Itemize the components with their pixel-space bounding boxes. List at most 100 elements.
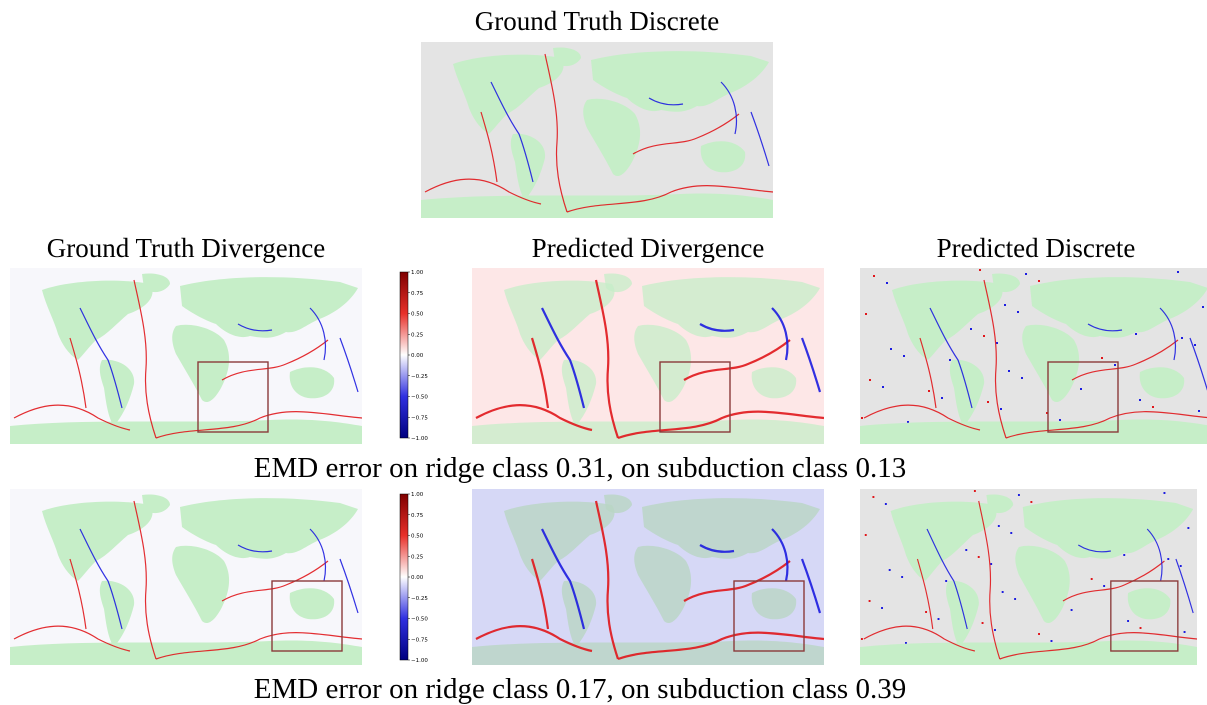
- noise-speckle: [997, 525, 1000, 527]
- subduction-boundary: [237, 323, 273, 332]
- caption-row1: EMD error on ridge class 0.31, on subduc…: [253, 452, 907, 484]
- noise-speckle: [868, 600, 871, 602]
- subduction-boundary: [237, 544, 273, 553]
- noise-speckle: [941, 397, 943, 399]
- highlight-box: [1047, 361, 1119, 433]
- ridge-boundary: [424, 178, 542, 205]
- continent-eurasia: [591, 51, 769, 112]
- subduction-boundary: [79, 528, 123, 630]
- noise-speckle: [1202, 306, 1204, 308]
- noise-speckle: [945, 580, 948, 582]
- noise-speckle: [925, 611, 928, 613]
- subduction-boundary: [339, 337, 359, 393]
- colorbar-tick-label: 0.00: [411, 353, 424, 359]
- colorbar-gradient: [399, 493, 409, 661]
- colorbar-tick-label: 0.50: [411, 312, 424, 318]
- continent-australia: [751, 588, 797, 620]
- highlight-box: [659, 361, 731, 433]
- noise-speckle: [864, 534, 867, 536]
- noise-speckle: [1021, 377, 1023, 379]
- noise-speckle: [1090, 578, 1093, 580]
- map-pred-divergence-row2: [472, 489, 824, 665]
- noise-speckle: [1038, 633, 1040, 635]
- continent-samerica: [949, 359, 985, 426]
- noise-speckle: [1187, 527, 1190, 529]
- noise-speckle: [1001, 591, 1004, 593]
- colorbar-tick-label: −0.75: [411, 637, 428, 643]
- subduction-boundary: [929, 307, 973, 409]
- noise-speckle: [886, 282, 888, 284]
- noise-speckle: [907, 421, 909, 423]
- continent-greenland: [142, 273, 170, 293]
- ridge-boundary: [978, 500, 1001, 660]
- continent-namerica: [42, 501, 153, 581]
- colorbar-tick-label: −0.50: [411, 395, 428, 401]
- continent-greenland: [604, 494, 632, 514]
- noise-speckle: [994, 629, 996, 631]
- ridge-boundary: [480, 111, 498, 183]
- highlight-box: [197, 361, 269, 433]
- noise-speckle: [1070, 609, 1073, 611]
- noise-speckle: [1103, 585, 1106, 587]
- continent-samerica: [99, 359, 135, 426]
- continent-eurasia: [180, 498, 358, 559]
- map-gt-divergence-row2: [10, 489, 362, 665]
- ridge-boundary: [530, 337, 550, 409]
- continent-samerica: [510, 133, 546, 200]
- subduction-boundary: [699, 323, 735, 332]
- noise-speckle: [1004, 304, 1006, 306]
- title-predicted-divergence: Predicted Divergence: [531, 233, 765, 263]
- colorbar-tick-label: 0.25: [411, 554, 424, 560]
- subduction-boundary: [1146, 528, 1163, 582]
- noise-speckle: [881, 607, 883, 609]
- continent-eurasia: [1022, 498, 1194, 559]
- noise-speckle: [1183, 631, 1186, 633]
- noise-speckle: [928, 390, 930, 392]
- colorbar-tick-label: −0.50: [411, 617, 428, 623]
- subduction-boundary: [1189, 337, 1207, 391]
- continent-africa: [634, 545, 692, 624]
- ridge-boundary: [221, 339, 329, 381]
- subduction-boundary: [771, 528, 789, 582]
- colorbar-tick-label: −0.25: [411, 596, 428, 602]
- continent-australia: [289, 367, 335, 399]
- ridge-boundary: [69, 558, 87, 630]
- noise-speckle: [1010, 532, 1013, 534]
- map-pred-discrete-row1: [860, 268, 1207, 444]
- subduction-boundary: [79, 307, 123, 409]
- highlight-box: [271, 580, 343, 652]
- noise-speckle: [1080, 388, 1082, 390]
- noise-speckle: [1114, 364, 1116, 366]
- noise-speckle: [1050, 640, 1053, 642]
- continent-australia: [289, 588, 335, 620]
- ridge-boundary: [617, 631, 824, 661]
- subduction-boundary: [339, 558, 359, 614]
- subduction-boundary: [720, 81, 738, 135]
- ridge-boundary: [155, 632, 362, 660]
- ridge-boundary: [983, 279, 1007, 439]
- continent-namerica: [892, 280, 1003, 360]
- continent-samerica: [945, 580, 979, 647]
- map-pred-divergence-row1: [472, 268, 824, 444]
- noise-speckle: [1135, 333, 1137, 335]
- subduction-boundary: [1175, 558, 1194, 614]
- title-ground-truth-discrete: Ground Truth Discrete: [474, 6, 720, 36]
- noise-speckle: [860, 638, 863, 640]
- subduction-boundary: [699, 544, 735, 553]
- continent-greenland: [142, 494, 170, 514]
- continent-eurasia: [180, 277, 358, 338]
- title-ground-truth-divergence: Ground Truth Divergence: [46, 233, 326, 263]
- subduction-boundary: [309, 307, 327, 361]
- colorbar-tick-label: 0.75: [411, 513, 424, 519]
- noise-speckle: [873, 275, 875, 277]
- continent-eurasia: [642, 277, 820, 338]
- noise-speckle: [861, 417, 863, 419]
- colorbar-row2: 1.00 0.75 0.50 0.25 0.00 −0.25 −0.50 −0.75 −1.00: [399, 492, 428, 664]
- highlight-box: [1110, 580, 1179, 652]
- ridge-boundary: [1062, 560, 1165, 602]
- noise-speckle: [1101, 357, 1103, 359]
- noise-speckle: [1179, 565, 1182, 567]
- continent-eurasia: [642, 498, 820, 559]
- colorbar-tick-label: −1.00: [411, 436, 428, 442]
- colorbar-tick-label: −0.25: [411, 374, 428, 380]
